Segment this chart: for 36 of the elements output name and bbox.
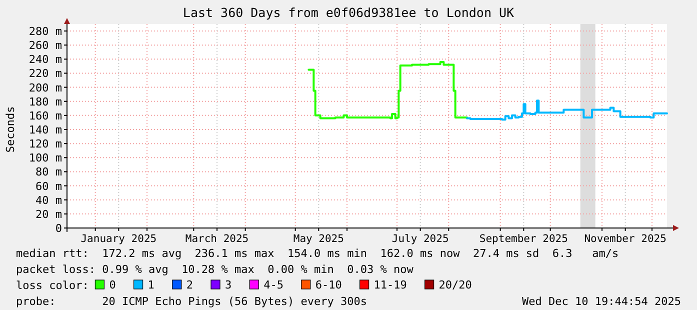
x-tick-label: May 2025 — [293, 233, 344, 245]
y-tick-label: 40 m — [36, 194, 62, 207]
y-tick-label: 280 m — [28, 25, 62, 38]
y-tick-label: 180 m — [28, 95, 62, 108]
y-tick-label: 160 m — [28, 109, 62, 122]
legend-label: 6-10 — [315, 278, 342, 292]
legend-label: 11-19 — [374, 278, 407, 292]
y-tick-label: 80 m — [36, 166, 62, 179]
legend-label: 4-5 — [264, 278, 284, 292]
y-axis-title: Seconds — [4, 106, 17, 153]
legend-title: loss color: — [16, 279, 89, 292]
text: probe: 20 ICMP Echo Pings (56 Bytes) every 300s — [16, 295, 367, 308]
text: median rtt: 172.2 ms avg 236.1 ms max 154.0 ms min 162.0 ms now 27.4 ms sd 6.3 am/s — [16, 247, 619, 260]
legend-label: 3 — [225, 278, 232, 292]
text: Wed Dec 10 19:44:54 2025 — [522, 295, 681, 308]
x-tick-label: November 2025 — [584, 233, 666, 245]
y-tick-label: 0 — [55, 222, 62, 235]
y-tick-label: 120 m — [28, 138, 62, 151]
x-tick-label: July 2025 — [392, 233, 449, 245]
y-tick-label: 60 m — [36, 180, 62, 193]
x-tick-label: March 2025 — [185, 233, 249, 245]
y-tick-label: 20 m — [36, 208, 62, 221]
legend-label: 2 — [186, 278, 194, 292]
y-tick-label: 240 m — [28, 53, 62, 66]
legend-label: 0 — [109, 278, 116, 292]
y-tick-label: 100 m — [28, 152, 62, 165]
text: packet loss: 0.99 % avg 10.28 % max 0.00 % min 0.03 % now — [16, 263, 414, 276]
x-tick-label: January 2025 — [80, 233, 157, 245]
x-tick-label: September 2025 — [479, 233, 568, 245]
y-tick-label: 220 m — [28, 67, 62, 80]
y-tick-label: 260 m — [28, 39, 62, 52]
y-tick-label: 200 m — [28, 81, 62, 94]
chart-title: Last 360 Days from e0f06d9381ee to London UK — [182, 5, 515, 20]
legend-label: 1 — [148, 278, 154, 292]
y-tick-label: 140 m — [28, 124, 62, 136]
legend-label: 20/20 — [438, 278, 472, 292]
